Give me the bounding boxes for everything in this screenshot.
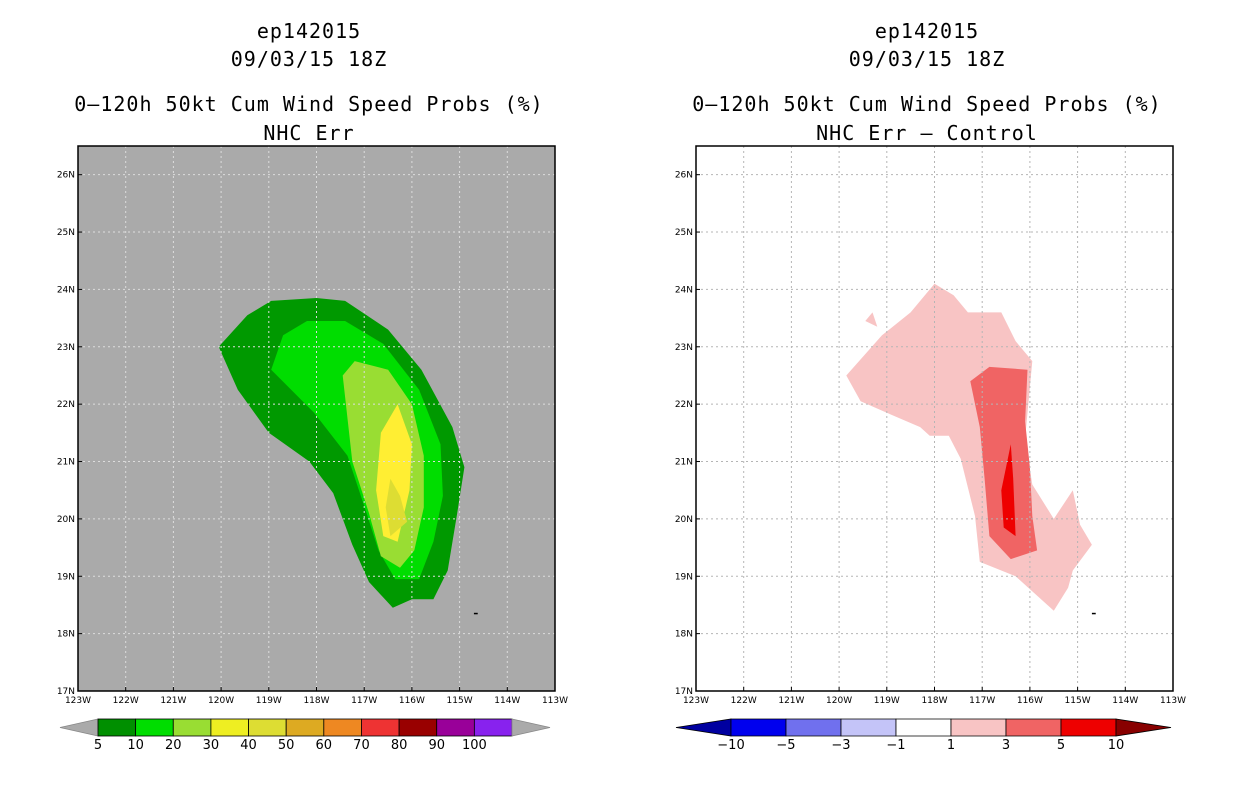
- x-tick-label: 119W: [256, 696, 282, 706]
- x-tick-label: 121W: [160, 696, 186, 706]
- colorbar-label: 90: [428, 738, 445, 753]
- colorbar-label: −10: [717, 738, 744, 753]
- x-tick-label: 116W: [1017, 696, 1043, 706]
- colorbar-label: 80: [391, 738, 408, 753]
- y-tick-label: 18N: [57, 630, 75, 640]
- colorbar-label: −5: [776, 738, 795, 753]
- x-tick-label: 113W: [1160, 696, 1186, 706]
- y-tick-label: 17N: [57, 687, 75, 697]
- y-tick-label: 22N: [57, 400, 75, 410]
- colorbar-swatch: [950, 718, 1007, 737]
- colorbar-swatch: [1005, 718, 1062, 737]
- chart-subtitle: NHC Err – Control: [816, 121, 1038, 145]
- y-tick-label: 26N: [675, 171, 693, 181]
- y-tick-label: 26N: [57, 171, 75, 181]
- contour-region-40: [385, 478, 408, 537]
- colorbar-end-low: [59, 718, 99, 737]
- colorbar-label: 70: [353, 738, 370, 753]
- datetime: 09/03/15 18Z: [848, 47, 1006, 71]
- left-chart-panel: ep142015 09/03/15 18Z 0–120h 50kt Cum Wi…: [57, 19, 568, 753]
- colorbar-label: −3: [831, 738, 850, 753]
- colorbar-swatch: [785, 718, 842, 737]
- y-tick-label: 25N: [57, 228, 75, 238]
- x-tick-label: 123W: [65, 696, 91, 706]
- colorbar-swatch: [97, 718, 137, 737]
- y-tick-label: 18N: [675, 630, 693, 640]
- colorbar-swatch: [473, 718, 513, 737]
- colorbar-label: 30: [203, 738, 220, 753]
- x-tick-label: 121W: [778, 696, 804, 706]
- contour-region-1: [865, 312, 878, 327]
- colorbar-label: 100: [462, 738, 487, 753]
- x-tick-label: 123W: [683, 696, 709, 706]
- x-tick-label: 120W: [826, 696, 852, 706]
- storm-id: ep142015: [874, 19, 980, 43]
- contour-region-5: [1001, 444, 1016, 537]
- colorbar-swatch: [398, 718, 438, 737]
- x-tick-label: 115W: [1065, 696, 1091, 706]
- x-tick-label: 122W: [113, 696, 139, 706]
- colorbar-swatch: [210, 718, 249, 737]
- x-tick-label: 120W: [208, 696, 234, 706]
- y-tick-label: 24N: [675, 285, 693, 295]
- probability-map: 123W 122W 121W 120W 119W 118W 117W 116W 115W 114W…: [57, 145, 568, 753]
- colorbar-label: 10: [127, 738, 144, 753]
- y-tick-label: 21N: [675, 458, 693, 468]
- x-tick-label: 118W: [921, 696, 947, 706]
- colorbar-swatch: [285, 718, 325, 737]
- chart-title: 0–120h 50kt Cum Wind Speed Probs (%): [692, 92, 1162, 116]
- y-tick-label: 22N: [675, 400, 693, 410]
- difference-map: 123W 122W 121W 120W 119W 118W 117W 116W 115W 114W…: [675, 145, 1186, 753]
- y-tick-label: 24N: [57, 285, 75, 295]
- colorbar-label: 20: [165, 738, 182, 753]
- x-tick-label: 119W: [874, 696, 900, 706]
- x-tick-label: 114W: [1112, 696, 1138, 706]
- right-chart-panel: ep142015 09/03/15 18Z 0–120h 50kt Cum Wi…: [618, 0, 1236, 800]
- y-tick-label: 19N: [57, 572, 75, 582]
- x-tick-label: 117W: [351, 696, 377, 706]
- colorbar-swatch: [1115, 718, 1172, 737]
- chart-subtitle: NHC Err: [263, 121, 355, 145]
- colorbar-label: 3: [1002, 738, 1010, 753]
- datetime: 09/03/15 18Z: [230, 47, 388, 71]
- colorbar-label: −1: [886, 738, 905, 753]
- x-tick-label: 116W: [399, 696, 425, 706]
- x-tick-label: 114W: [494, 696, 520, 706]
- colorbar-label: 5: [1057, 738, 1065, 753]
- y-tick-label: 23N: [675, 343, 693, 353]
- colorbar-label: 50: [278, 738, 295, 753]
- colorbar-swatch: [172, 718, 212, 737]
- colorbar-swatch: [1060, 718, 1117, 737]
- x-tick-label: 113W: [542, 696, 568, 706]
- colorbar-swatch: [840, 718, 897, 737]
- colorbar-swatch: [248, 718, 287, 737]
- y-tick-label: 23N: [57, 343, 75, 353]
- colorbar-swatch: [675, 718, 732, 737]
- y-tick-label: 19N: [675, 572, 693, 582]
- chart-title: 0–120h 50kt Cum Wind Speed Probs (%): [74, 92, 544, 116]
- colorbar-label: 1: [947, 738, 955, 753]
- x-tick-label: 117W: [969, 696, 995, 706]
- colorbar-label: 5: [94, 738, 102, 753]
- colorbar-label: 10: [1108, 738, 1125, 753]
- x-tick-label: 115W: [447, 696, 473, 706]
- y-tick-label: 25N: [675, 228, 693, 238]
- storm-id: ep142015: [256, 19, 362, 43]
- colorbar-label: 40: [240, 738, 257, 753]
- x-tick-label: 118W: [303, 696, 329, 706]
- colorbar-end-high: [511, 718, 551, 737]
- colorbar-swatch: [361, 718, 400, 737]
- colorbar-swatch: [895, 718, 952, 737]
- colorbar-swatch: [323, 718, 362, 737]
- colorbar-swatch: [436, 718, 475, 737]
- y-tick-label: 17N: [675, 687, 693, 697]
- x-tick-label: 122W: [731, 696, 757, 706]
- y-tick-label: 21N: [57, 458, 75, 468]
- y-tick-label: 20N: [675, 515, 693, 525]
- colorbar-swatch: [730, 718, 787, 737]
- colorbar-label: 60: [316, 738, 333, 753]
- contour-region-3: [970, 366, 1038, 560]
- y-tick-label: 20N: [57, 515, 75, 525]
- colorbar-swatch: [135, 718, 174, 737]
